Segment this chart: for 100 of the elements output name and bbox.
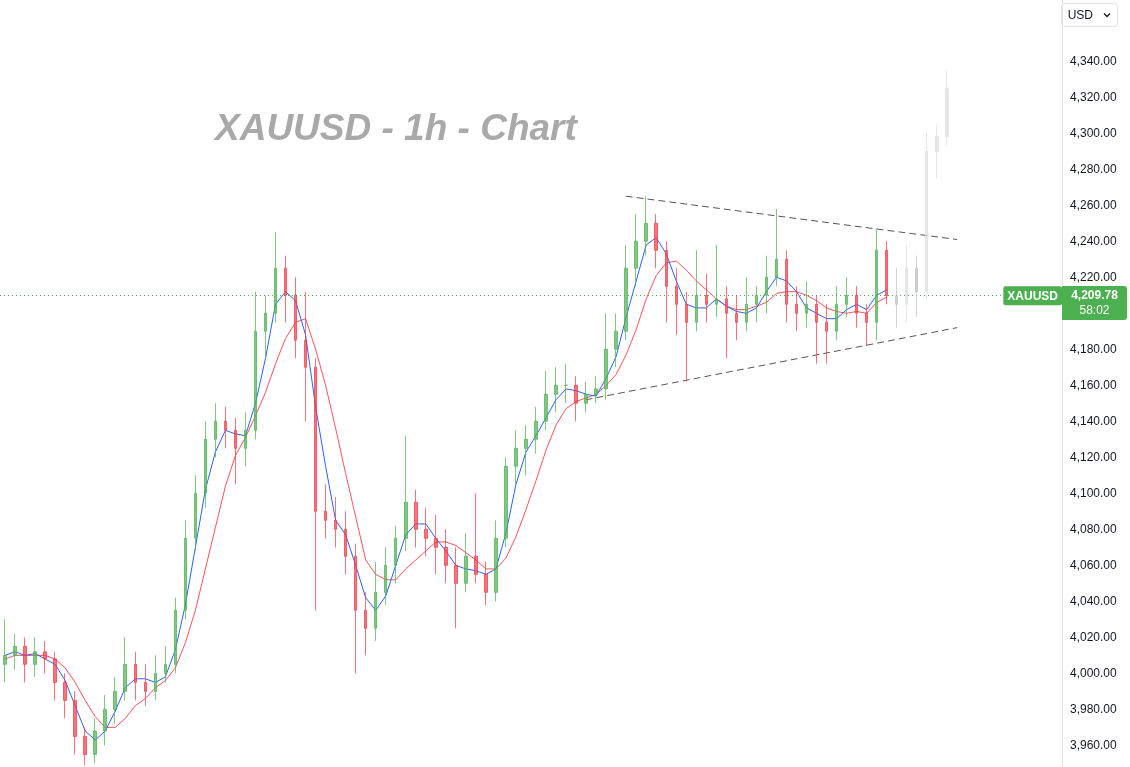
candlestick [33,636,37,678]
candlestick [53,651,57,701]
candlestick [43,640,47,674]
candlestick [775,208,778,287]
candlestick [244,411,247,467]
y-tick-label: 4,140.00 [1070,414,1118,429]
candlestick [204,420,207,509]
y-tick-label: 4,160.00 [1070,378,1118,393]
candlestick [93,717,97,764]
candlestick [73,690,77,755]
candlestick [815,294,818,365]
candlestick [224,406,227,449]
candlestick [865,303,868,347]
candlestick [334,496,337,548]
candlestick [494,519,498,602]
y-tick-label: 3,980.00 [1070,702,1118,717]
candlestick [594,375,598,404]
candlestick [374,561,377,642]
candlestick [705,273,708,323]
candlestick [915,255,918,318]
y-tick-label: 4,300.00 [1070,126,1118,141]
candlestick [474,492,478,584]
candlestick [654,213,658,269]
candlestick [184,519,187,620]
candlestick [174,597,177,674]
candlestick [464,532,468,593]
candlestick [324,483,327,539]
y-tick-label: 4,280.00 [1070,162,1118,177]
y-tick-label: 4,100.00 [1070,486,1118,501]
candlestick [144,663,147,707]
candlestick [885,240,888,305]
candlestick [454,546,458,629]
candlestick [875,228,878,341]
candlestick [13,633,17,671]
candlestick [123,636,127,701]
candlestick [795,285,798,332]
candlestick [785,249,788,323]
y-tick-label: 4,060.00 [1070,558,1118,573]
y-tick-label: 4,260.00 [1070,198,1118,213]
candlestick [344,510,347,575]
text: 4,209.78 [1071,287,1118,302]
candlestick [134,651,137,701]
candlestick [284,255,287,323]
candlestick [675,267,678,336]
candlestick [484,561,488,606]
candlestick [514,429,518,485]
candlestick [524,424,528,476]
candlestick [113,676,117,725]
candlestick [644,195,648,257]
y-tick-label: 4,120.00 [1070,450,1118,465]
candlestick [695,249,698,332]
candlestick [835,285,838,341]
candlestick [83,726,87,766]
candlestick [715,244,718,318]
y-tick-label: 3,960.00 [1070,738,1118,753]
candlestick [444,528,448,584]
candlestick [564,363,568,404]
candlestick [164,645,167,683]
candlestick [424,507,428,557]
candlestick [604,312,608,401]
candlestick [194,474,197,552]
candlestick [234,417,237,485]
text: XAUUSD - 1h - Chart [213,107,579,148]
candlestick [574,375,578,422]
candlestick [103,694,107,746]
candlestick [855,285,858,329]
candlestick [825,303,828,365]
candlestick [214,402,217,458]
y-tick-label: 4,020.00 [1070,630,1118,645]
y-tick-label: 4,240.00 [1070,234,1118,249]
candlestick [685,291,688,383]
candlestick [404,435,408,552]
candlestick [154,654,157,701]
candlestick [554,366,558,413]
candlestick [614,312,618,368]
candlestick [584,381,588,413]
candlestick [755,285,758,323]
candlestick [394,525,397,584]
candlestick [735,294,738,341]
candlestick [534,406,538,455]
candlestick [725,285,728,359]
y-tick-label: 4,180.00 [1070,342,1118,357]
y-tick-label: 4,340.00 [1070,54,1118,69]
text: USD [1067,8,1093,22]
candlestick [304,291,307,422]
candlestick [895,267,898,329]
y-tick-label: 4,000.00 [1070,666,1118,681]
candlestick [665,240,668,323]
candlestick [354,543,357,674]
candlestick [504,456,508,548]
y-tick-label: 4,220.00 [1070,270,1118,285]
candlestick [63,672,67,719]
text: 58:02 [1062,300,1127,320]
candlestick [364,591,367,656]
y-tick-label: 4,080.00 [1070,522,1118,537]
candlestick [294,276,297,359]
candlestick [544,370,548,431]
candlestick [314,357,317,611]
candlestick [23,636,27,683]
candlestick [414,489,418,548]
